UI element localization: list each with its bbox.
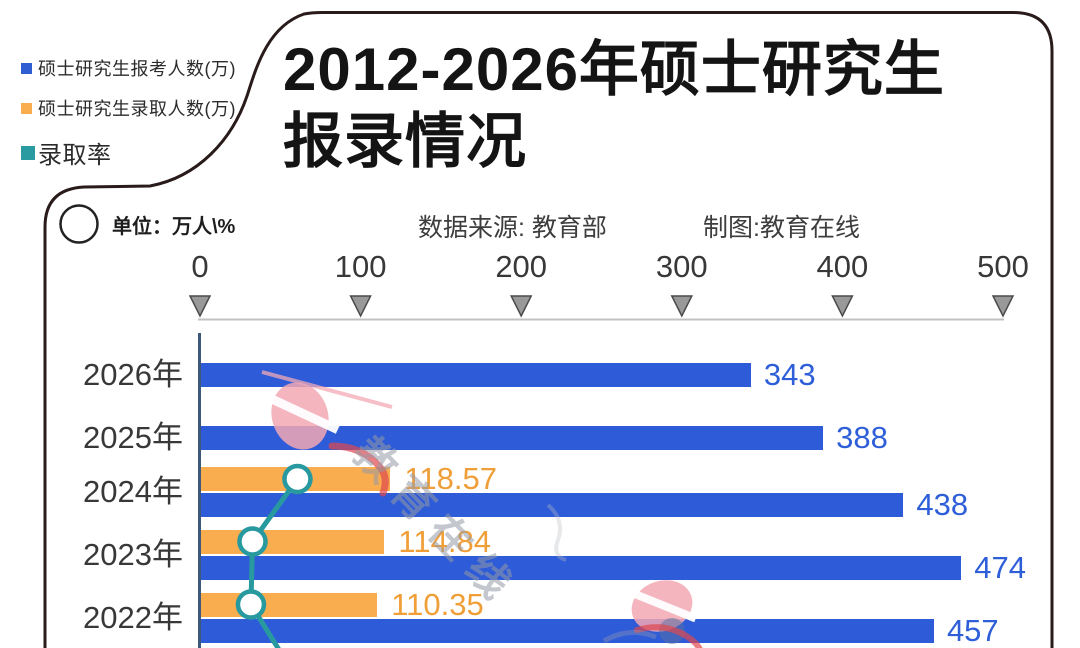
year-label: 2023年 bbox=[83, 536, 183, 572]
value-label-applicants: 388 bbox=[836, 420, 888, 455]
bar-admitted bbox=[200, 529, 385, 554]
unit-label: 单位：万人\% bbox=[112, 215, 236, 238]
legend-swatch-teal-icon bbox=[21, 145, 35, 160]
bar-applicants bbox=[200, 618, 934, 643]
year-label: 2022年 bbox=[83, 599, 183, 635]
x-axis-tick-label: 100 bbox=[334, 249, 387, 284]
value-label-applicants: 438 bbox=[916, 487, 969, 522]
circle-icon bbox=[59, 204, 99, 244]
value-label-applicants: 474 bbox=[974, 549, 1026, 585]
unit-label-group: 单位：万人\% bbox=[58, 203, 235, 245]
x-axis-tick-marker-icon bbox=[991, 295, 1015, 318]
year-label: 2024年 bbox=[83, 474, 183, 509]
x-axis-tick-marker-icon bbox=[831, 295, 854, 318]
x-axis-tick-label: 200 bbox=[495, 249, 548, 284]
chart-legend: 硕士研究生报考人数(万) 硕士研究生录取人数(万) 录取率 bbox=[21, 55, 236, 184]
data-source-label: 数据来源: 教育部 bbox=[418, 214, 607, 242]
title-line-1: 2012-2026年硕士研究生 bbox=[283, 36, 945, 103]
x-axis-tick-label: 500 bbox=[977, 249, 1029, 284]
legend-item-applicants: 硕士研究生报考人数(万) bbox=[21, 55, 236, 81]
x-axis-tick-marker-icon bbox=[188, 295, 212, 318]
legend-label-rate: 录取率 bbox=[38, 142, 112, 169]
legend-swatch-orange-icon bbox=[21, 102, 32, 114]
x-axis-tick-marker-icon bbox=[670, 295, 694, 318]
bar-applicants bbox=[200, 493, 904, 517]
legend-swatch-blue-icon bbox=[21, 62, 32, 74]
title-line-2: 报录情况 bbox=[283, 108, 527, 175]
value-label-applicants: 343 bbox=[763, 357, 816, 392]
bar-applicants bbox=[200, 363, 751, 387]
legend-label-admitted: 硕士研究生录取人数(万) bbox=[38, 99, 236, 119]
x-axis-tick-label: 400 bbox=[816, 249, 869, 284]
legend-item-admitted: 硕士研究生录取人数(万) bbox=[21, 95, 236, 121]
year-label: 2026年 bbox=[83, 357, 183, 392]
legend-label-applicants: 硕士研究生报考人数(万) bbox=[38, 59, 236, 79]
credit-label: 制图:教育在线 bbox=[703, 214, 860, 242]
x-axis-tick-marker-icon bbox=[509, 295, 533, 318]
value-label-applicants: 457 bbox=[946, 612, 999, 648]
x-axis-tick-marker-icon bbox=[349, 295, 372, 318]
x-axis-tick-label: 300 bbox=[655, 249, 708, 284]
page-title: 2012-2026年硕士研究生 报录情况 bbox=[283, 34, 945, 178]
bar-admitted bbox=[200, 592, 378, 617]
bar-applicants bbox=[200, 426, 824, 450]
bar-applicants bbox=[200, 555, 962, 580]
year-label: 2025年 bbox=[83, 420, 183, 455]
legend-item-rate: 录取率 bbox=[21, 135, 236, 170]
x-axis-tick-label: 0 bbox=[191, 249, 209, 284]
